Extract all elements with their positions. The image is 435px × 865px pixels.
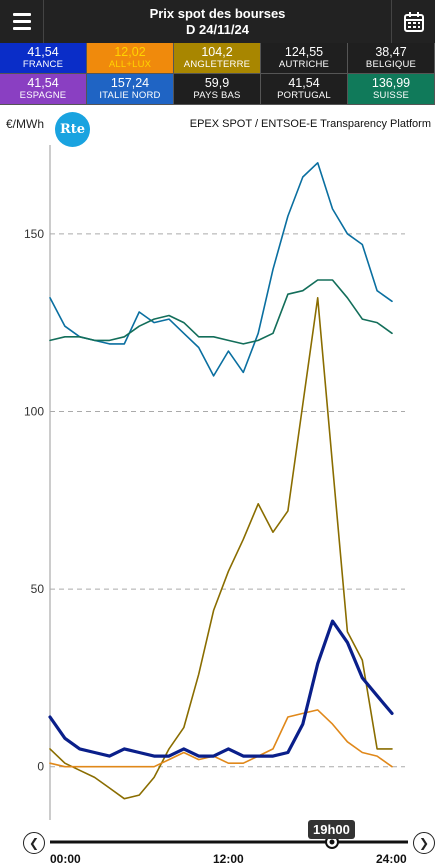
price-tile-espagne[interactable]: 41,54 ESPAGNE (0, 74, 87, 105)
tile-value: 157,24 (110, 76, 150, 90)
tile-value: 41,54 (288, 76, 320, 90)
page-title: Prix spot des bourses D 24/11/24 (60, 6, 375, 38)
series-line-3 (49, 709, 393, 768)
chevron-right-icon[interactable]: ❯ (413, 832, 435, 854)
tile-label: BELGIQUE (365, 59, 417, 70)
timeline: 19h00 ❮ ❯ 00:00 12:00 24:00 (0, 820, 435, 865)
tile-label: ITALIE NORD (99, 90, 161, 101)
tile-label: FRANCE (22, 59, 64, 70)
tile-value: 41,54 (27, 45, 59, 59)
price-tile-angleterre[interactable]: 104,2 ANGLETERRE (174, 43, 261, 74)
date-text: D 24/11/24 (186, 22, 249, 37)
tile-label: ESPAGNE (19, 90, 67, 101)
tile-value: 41,54 (27, 76, 59, 90)
top-bar: Prix spot des bourses D 24/11/24 (0, 0, 435, 43)
tile-label: AUTRICHE (278, 59, 330, 70)
tile-label: ALL+LUX (108, 59, 152, 70)
price-tile-all-lux[interactable]: 12,02 ALL+LUX (87, 43, 174, 74)
time-label-mid: 12:00 (213, 852, 244, 865)
y-tick-label: 100 (24, 404, 44, 418)
divider (43, 0, 44, 43)
price-tile-belgique[interactable]: 38,47 BELGIQUE (348, 43, 435, 74)
series-line-2 (49, 296, 393, 800)
tile-label: PAYS BAS (193, 90, 241, 101)
price-tile-autriche[interactable]: 124,55 AUTRICHE (261, 43, 348, 74)
price-tiles: 41,54 FRANCE 12,02 ALL+LUX 104,2 ANGLETERRE 12… (0, 43, 435, 105)
calendar-icon[interactable] (392, 0, 435, 43)
y-tick-label: 150 (24, 227, 44, 241)
divider (391, 0, 392, 43)
selected-time-badge: 19h00 (308, 820, 355, 839)
series-line-0 (49, 162, 393, 377)
source-label: EPEX SPOT / ENTSOE-E Transparency Platfo… (189, 118, 431, 130)
price-tile-france[interactable]: 41,54 FRANCE (0, 43, 87, 74)
logo-text: Rte (59, 122, 86, 137)
tile-value: 59,9 (204, 76, 230, 90)
y-tick-label: 0 (37, 760, 44, 774)
series-line-5 (48, 619, 394, 758)
price-tile-portugal[interactable]: 41,54 PORTUGAL (261, 74, 348, 105)
unit-label: €/MWh (6, 117, 45, 131)
time-label-end: 24:00 (376, 852, 407, 865)
series-line-1 (49, 279, 393, 345)
tile-value: 124,55 (284, 45, 324, 59)
title-text: Prix spot des bourses (149, 6, 286, 21)
tile-value: 136,99 (371, 76, 411, 90)
price-tile-italie-nord[interactable]: 157,24 ITALIE NORD (87, 74, 174, 105)
hamburger-menu-icon[interactable] (0, 0, 43, 43)
price-tile-suisse[interactable]: 136,99 SUISSE (348, 74, 435, 105)
tile-value: 12,02 (114, 45, 146, 59)
y-tick-label: 50 (31, 582, 45, 596)
series-line-4 (49, 620, 393, 757)
tile-label: PORTUGAL (277, 90, 331, 101)
tile-label: SUISSE (372, 90, 410, 101)
time-label-start: 00:00 (50, 852, 81, 865)
tile-label: ANGLETERRE (183, 59, 251, 70)
tile-value: 104,2 (201, 45, 233, 59)
chevron-left-icon[interactable]: ❮ (23, 832, 45, 854)
tile-value: 38,47 (375, 45, 407, 59)
price-tile-pays-bas[interactable]: 59,9 PAYS BAS (174, 74, 261, 105)
rte-logo[interactable]: Rte (55, 112, 90, 147)
